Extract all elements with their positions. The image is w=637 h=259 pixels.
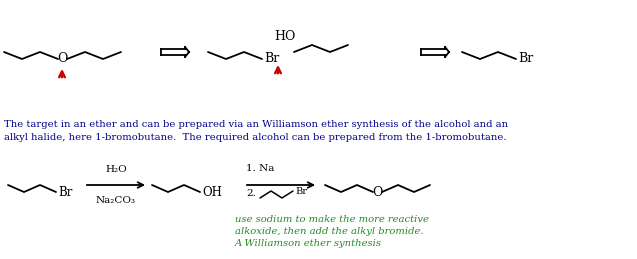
Text: Br: Br <box>58 185 73 198</box>
Text: OH: OH <box>202 185 222 198</box>
Text: H₂O: H₂O <box>105 165 127 174</box>
Text: alkoxide, then add the alkyl bromide.: alkoxide, then add the alkyl bromide. <box>235 227 424 236</box>
Text: Br: Br <box>264 53 279 66</box>
Text: The target in an ether and can be prepared via an Williamson ether synthesis of : The target in an ether and can be prepar… <box>4 120 508 129</box>
Text: use sodium to make the more reactive: use sodium to make the more reactive <box>235 215 429 224</box>
Text: 2.: 2. <box>246 189 256 198</box>
Text: A Williamson ether synthesis: A Williamson ether synthesis <box>235 239 382 248</box>
Text: Br: Br <box>295 186 307 196</box>
Text: Na₂CO₃: Na₂CO₃ <box>96 196 136 205</box>
Text: Br: Br <box>518 53 533 66</box>
Text: alkyl halide, here 1-bromobutane.  The required alcohol can be prepared from the: alkyl halide, here 1-bromobutane. The re… <box>4 133 506 142</box>
Text: O: O <box>372 185 382 198</box>
Text: O: O <box>57 53 67 66</box>
Text: HO: HO <box>274 30 296 42</box>
Text: 1. Na: 1. Na <box>246 164 275 173</box>
